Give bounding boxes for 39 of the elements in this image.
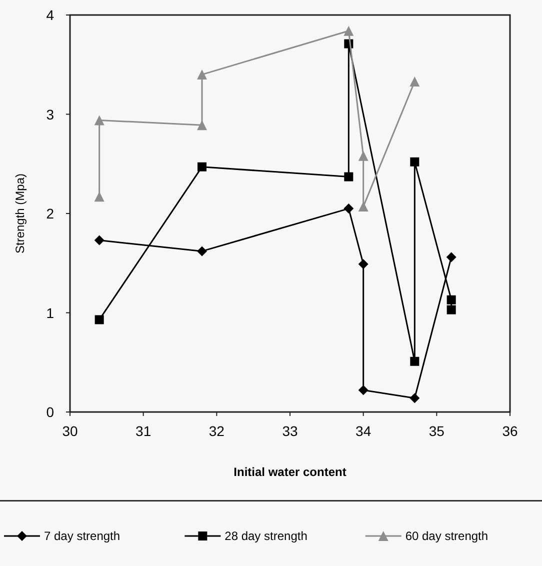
- x-tick-label: 32: [208, 423, 225, 439]
- point: [358, 150, 368, 161]
- legend-label: 28 day strength: [224, 529, 308, 543]
- point: [197, 70, 207, 80]
- point: [197, 246, 207, 256]
- point: [358, 202, 368, 212]
- legend-label: 7 day strength: [44, 529, 120, 543]
- point: [94, 192, 104, 202]
- point: [446, 305, 456, 314]
- point: [94, 235, 104, 246]
- y-tick-label: 4: [46, 7, 54, 23]
- point: [198, 162, 206, 172]
- point: [410, 393, 420, 404]
- point: [344, 26, 354, 36]
- x-tick-label: 35: [428, 423, 445, 439]
- point: [446, 295, 456, 304]
- y-tick-label: 2: [46, 206, 54, 222]
- legend-label: 60 day strength: [405, 529, 488, 543]
- point: [94, 115, 104, 126]
- point: [358, 259, 368, 270]
- y-tick-label: 3: [46, 106, 54, 122]
- point: [358, 385, 368, 396]
- x-axis-title: Initial water content: [234, 465, 346, 479]
- point: [446, 252, 456, 262]
- x-tick-label: 30: [62, 423, 78, 439]
- x-tick-label: 36: [502, 423, 518, 439]
- x-tick-label: 33: [282, 423, 298, 439]
- point: [94, 315, 104, 324]
- x-tick-label: 34: [356, 423, 372, 439]
- point: [344, 204, 354, 214]
- point: [410, 76, 420, 86]
- point: [197, 120, 207, 130]
- point: [410, 157, 420, 166]
- y-tick-label: 1: [46, 304, 54, 321]
- y-tick-label: 0: [46, 404, 54, 420]
- x-tick-label: 31: [136, 423, 152, 439]
- y-axis-title: Strength (Mpa): [13, 173, 27, 254]
- point: [410, 356, 420, 366]
- point: [344, 172, 354, 182]
